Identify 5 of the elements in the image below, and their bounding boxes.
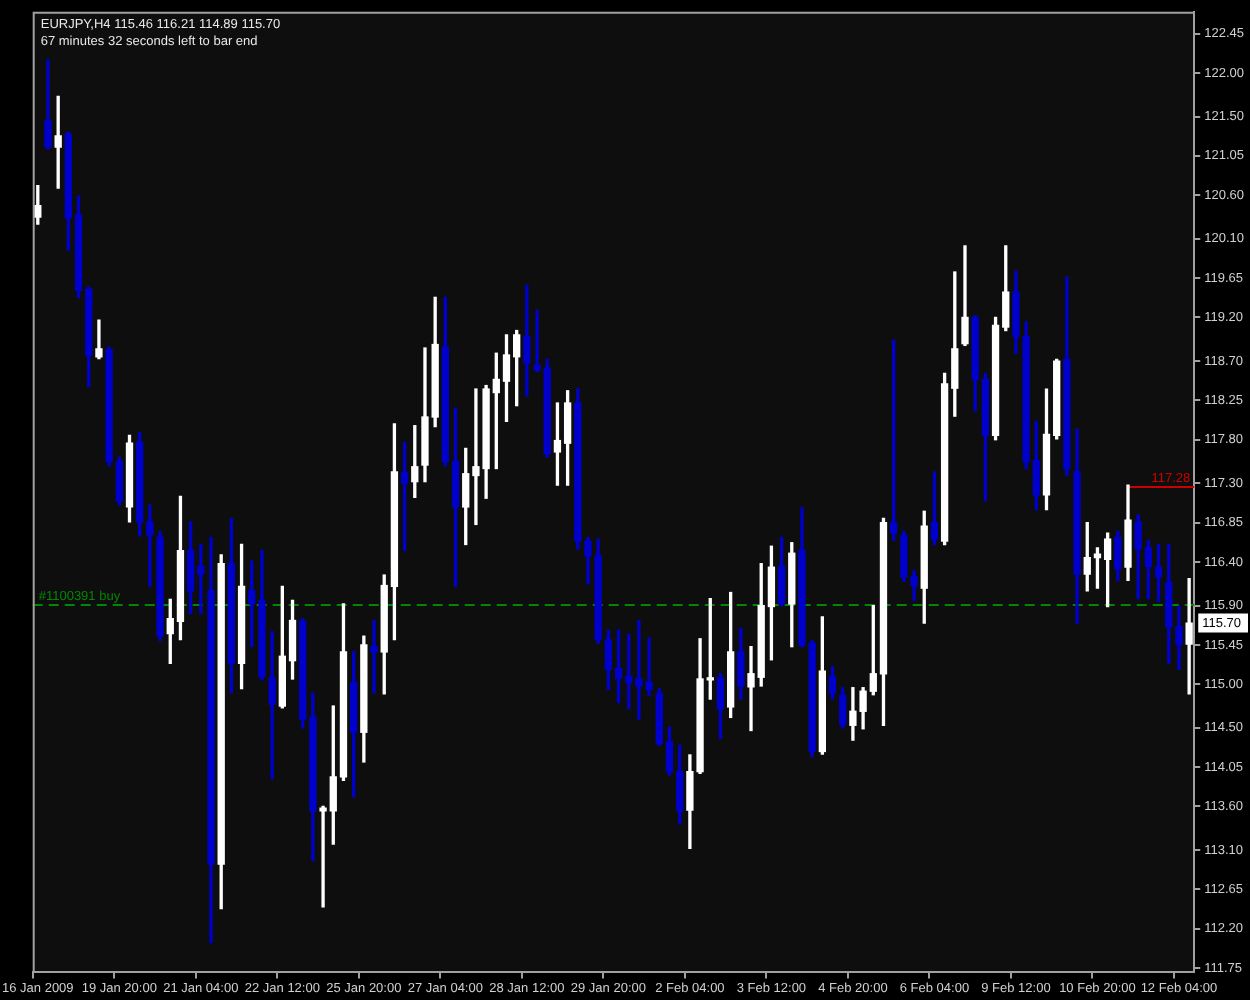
candlestick — [1185, 577, 1193, 695]
candlestick — [370, 619, 378, 694]
candlestick — [268, 631, 276, 780]
candlestick — [95, 319, 103, 360]
candlestick — [523, 284, 531, 397]
